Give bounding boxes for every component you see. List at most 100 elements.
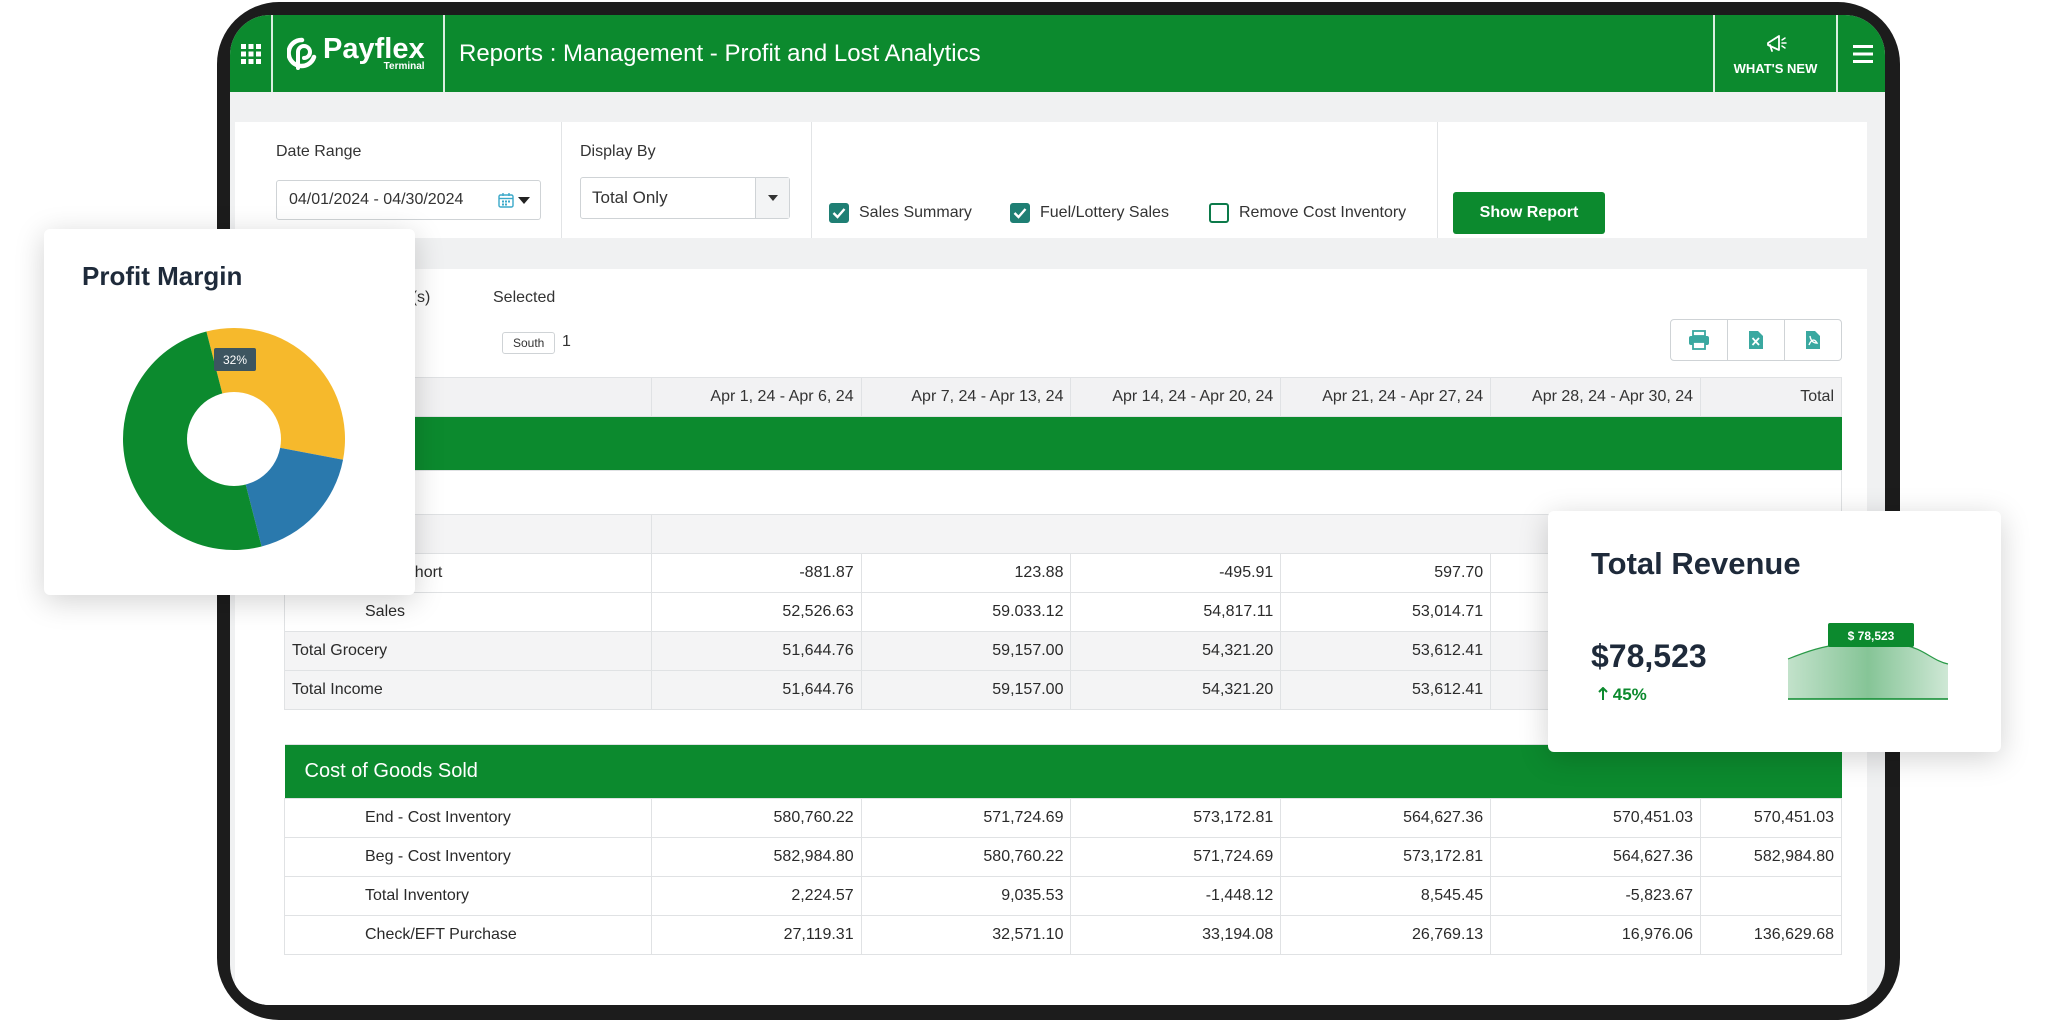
cell: 597.70	[1280, 553, 1492, 593]
filter-divider	[1437, 122, 1438, 238]
cell: 59.033.12	[860, 592, 1072, 632]
checkbox-sales-summary[interactable]: Sales Summary	[829, 203, 972, 223]
table-row: Total Inventory 2,224.57 9,035.53 -1,448…	[284, 876, 1842, 916]
export-pdf-button[interactable]	[1785, 320, 1841, 360]
cell: 570,451.03	[1490, 798, 1702, 838]
date-dropdown-icon[interactable]	[518, 197, 530, 204]
profit-margin-title: Profit Margin	[82, 261, 243, 291]
cell: 571,724.69	[1070, 837, 1282, 877]
column-header[interactable]: Apr 21, 24 - Apr 27, 24	[1280, 377, 1492, 417]
cell: 136,629.68	[1700, 915, 1842, 955]
cell: 51,644.76	[650, 670, 862, 710]
cell: 16,976.06	[1490, 915, 1702, 955]
printer-icon	[1689, 330, 1709, 350]
percent-badge: 32%	[223, 353, 247, 367]
revenue-change-value: 45%	[1612, 685, 1647, 704]
selected-count: 1	[562, 333, 571, 350]
total-revenue-title: Total Revenue	[1591, 546, 1801, 581]
export-excel-button[interactable]	[1728, 320, 1785, 360]
percent-badge-bg	[214, 348, 256, 371]
table-row: Check/EFT Purchase 27,119.31 32,571.10 3…	[284, 915, 1842, 955]
checkbox-remove-cost-inventory[interactable]: Remove Cost Inventory	[1209, 203, 1406, 223]
display-by-value: Total Only	[592, 188, 668, 207]
revenue-tooltip: $ 78,523	[1848, 629, 1895, 643]
apps-grid-button[interactable]	[230, 15, 273, 92]
cell: 580,760.22	[860, 837, 1072, 877]
cell: 582,984.80	[1700, 837, 1842, 877]
region-tag[interactable]: South	[502, 332, 556, 354]
payflex-logo[interactable]: Payflex Terminal	[275, 15, 445, 92]
logo-name: Payflex	[323, 33, 425, 65]
show-report-button[interactable]: Show Report	[1453, 192, 1605, 234]
column-header[interactable]: Apr 28, 24 - Apr 30, 24	[1490, 377, 1702, 417]
cell: 580,760.22	[650, 798, 862, 838]
hamburger-icon	[1852, 44, 1873, 63]
pdf-file-icon	[1806, 331, 1820, 349]
profit-margin-card: Profit Margin 32%	[44, 229, 415, 595]
table-header-row: Apr 1, 24 - Apr 6, 24 Apr 7, 24 - Apr 13…	[284, 377, 1842, 417]
whats-new-label: WHAT'S NEW	[1733, 61, 1818, 76]
print-button[interactable]	[1671, 320, 1728, 360]
column-header[interactable]: Apr 1, 24 - Apr 6, 24	[650, 377, 862, 417]
cell: 53,014.71	[1280, 592, 1492, 632]
column-header[interactable]: Total	[1700, 377, 1842, 417]
cell: 570,451.03	[1700, 798, 1842, 838]
filter-panel: Date Range 04/01/2024 - 04/30/2024 Displ…	[235, 122, 1867, 238]
table-row: End - Cost Inventory 580,760.22 571,724.…	[284, 798, 1842, 838]
revenue-change: 45%	[1598, 685, 1647, 705]
excel-file-icon	[1749, 331, 1763, 349]
row-label: Beg - Cost Inventory	[284, 837, 652, 877]
cell: 54,321.20	[1070, 631, 1282, 671]
display-by-select[interactable]: Total Only	[580, 177, 790, 219]
cell: 54,817.11	[1070, 592, 1282, 632]
calendar-icon[interactable]	[498, 192, 514, 208]
cell: 27,119.31	[650, 915, 862, 955]
selected-label: Selected	[493, 289, 556, 306]
table-row: Total Income 51,644.76 59,157.00 54,321.…	[284, 670, 1842, 710]
cell: 573,172.81	[1070, 798, 1282, 838]
app-screen: Payflex Terminal Reports : Management - …	[230, 15, 1885, 1005]
cell: 53,612.41	[1280, 631, 1492, 671]
cell: 571,724.69	[860, 798, 1072, 838]
cell: 53,612.41	[1280, 670, 1492, 710]
checkbox-checked-icon[interactable]	[829, 203, 849, 223]
table-row	[284, 470, 1842, 515]
export-toolbar	[1670, 319, 1842, 361]
cell: 9,035.53	[860, 876, 1072, 916]
fuel-lottery-label: Fuel/Lottery Sales	[1040, 204, 1169, 221]
date-range-value: 04/01/2024 - 04/30/2024	[289, 191, 464, 208]
cogs-section-band: Cost of Goods Sold	[284, 744, 1842, 799]
sales-summary-label: Sales Summary	[859, 204, 972, 221]
row-label: Total Grocery	[284, 631, 652, 671]
column-header[interactable]: Apr 7, 24 - Apr 13, 24	[860, 377, 1072, 417]
arrow-up-icon	[1598, 686, 1608, 700]
cogs-section-title: Cost of Goods Sold	[284, 744, 1842, 799]
cell: 123.88	[860, 553, 1072, 593]
column-header[interactable]: Apr 14, 24 - Apr 20, 24	[1070, 377, 1282, 417]
revenue-sparkline: $ 78,523	[1787, 623, 1949, 700]
checkbox-fuel-lottery[interactable]: Fuel/Lottery Sales	[1010, 203, 1169, 223]
cell: 564,627.36	[1490, 837, 1702, 877]
checkbox-unchecked-icon[interactable]	[1209, 203, 1229, 223]
cell: -1,448.12	[1070, 876, 1282, 916]
whats-new-button[interactable]: WHAT'S NEW	[1713, 15, 1838, 92]
cell: 59,157.00	[860, 670, 1072, 710]
cell: 33,194.08	[1070, 915, 1282, 955]
cell: 54,321.20	[1070, 670, 1282, 710]
date-range-section: Date Range 04/01/2024 - 04/30/2024	[235, 122, 562, 238]
cell: -495.91	[1070, 553, 1282, 593]
cell: 573,172.81	[1280, 837, 1492, 877]
cell: 51,644.76	[650, 631, 862, 671]
row-label: Sales	[284, 592, 652, 632]
logo-subtitle: Terminal	[383, 61, 425, 72]
grid-icon	[240, 43, 261, 64]
cell: 26,769.13	[1280, 915, 1492, 955]
cell	[1700, 876, 1842, 916]
cell: 564,627.36	[1280, 798, 1492, 838]
menu-button[interactable]	[1840, 15, 1885, 92]
checkbox-checked-icon[interactable]	[1010, 203, 1030, 223]
select-arrow-icon[interactable]	[755, 178, 789, 218]
date-range-input[interactable]: 04/01/2024 - 04/30/2024	[276, 180, 541, 220]
row-label: Check/EFT Purchase	[284, 915, 652, 955]
payflex-logo-icon	[287, 37, 317, 70]
